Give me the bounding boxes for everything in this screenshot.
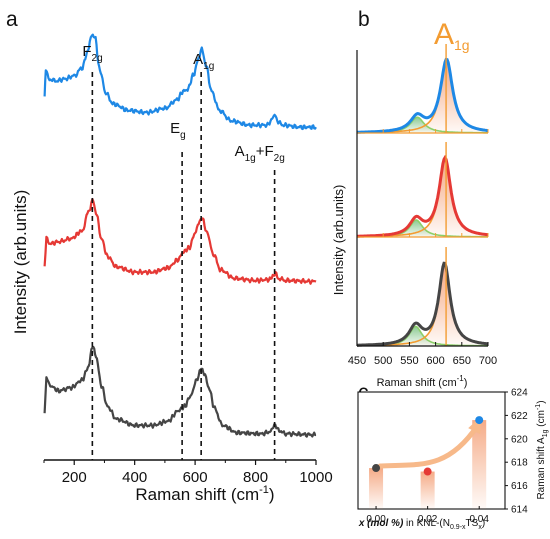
envelope-curve xyxy=(357,57,489,134)
panel-c-y-tick-label: 618 xyxy=(511,458,528,469)
panel-c-y-axis-label: Raman shift A1g (cm-1) xyxy=(535,400,549,499)
panel-b-x-tick-label: 650 xyxy=(453,355,471,367)
panel-letter-b: b xyxy=(358,8,370,31)
panel-a-x-axis-label: Raman shift (cm-1) xyxy=(135,484,274,504)
panel-a-x-tick-label: 200 xyxy=(62,469,87,486)
panel-letter-a: a xyxy=(6,8,18,31)
panel-c-x-tick-label: 0.02 xyxy=(418,514,438,525)
main-peak-curve xyxy=(357,263,489,347)
panel-b-subplot-3 xyxy=(356,247,489,347)
panel-b-subplot-2 xyxy=(356,142,489,238)
peak-label-1: F2g xyxy=(82,43,102,64)
data-point-2 xyxy=(423,467,432,476)
panel-c-y-tick-label: 620 xyxy=(511,434,528,445)
peak-label-3: A1g xyxy=(193,51,214,72)
panel-b-subplot-1 xyxy=(356,44,489,134)
panel-a-spectra: F2g Eg A1g A1g+F2g 200 400 600 800 1000 Intensi… xyxy=(11,33,333,504)
trend-arrow-shaft xyxy=(377,423,480,469)
side-peak-fill xyxy=(357,326,488,346)
point-column-1 xyxy=(369,468,384,509)
side-peak-fill xyxy=(357,117,488,133)
main-peak-fill xyxy=(357,60,488,134)
panel-b-x-tick-label: 700 xyxy=(479,355,497,367)
panel-c-x-tick-label: 0.00 xyxy=(366,514,386,525)
main-peak-curve xyxy=(357,157,489,238)
panel-a-x-tick-label: 600 xyxy=(183,469,208,486)
panel-a-x-tick-label: 400 xyxy=(122,469,147,486)
panel-b-x-tick-label: 450 xyxy=(348,355,366,367)
point-column-2 xyxy=(420,471,435,509)
panel-c-x-axis-label: x (mol %) in KNL-(N0.9-xTSx) xyxy=(358,518,485,531)
panel-c-y-tick-label: 622 xyxy=(511,411,528,422)
data-point-1 xyxy=(372,464,381,473)
panel-b-x-axis-label: Raman shift (cm-1) xyxy=(377,374,468,389)
panel-a-x-tick-label: 1000 xyxy=(299,469,332,486)
panel-b-x-tick-label: 500 xyxy=(374,355,392,367)
panel-b-fits: 450 500 550 600 650 700 A1g Intensity (arb.un… xyxy=(331,18,497,389)
panel-b-title: A1g xyxy=(434,18,470,53)
panel-b-y-axis-label: Intensity (arb.units) xyxy=(331,185,346,296)
panel-a-x-tick-label: 800 xyxy=(243,469,268,486)
point-column-3 xyxy=(472,420,487,509)
envelope-curve xyxy=(357,261,489,347)
panel-c-scatter: 0.00 0.02 0.04 614 616 618 620 622 624 x (mol %)… xyxy=(357,388,549,531)
panel-b-x-tick-label: 600 xyxy=(426,355,444,367)
spectrum-series-3 xyxy=(43,345,317,438)
envelope-curve xyxy=(357,154,489,238)
spectrum-series-2 xyxy=(43,197,317,285)
panel-c-y-tick-label: 624 xyxy=(511,388,528,399)
panel-c-x-tick-label: 0.04 xyxy=(469,514,489,525)
panel-a-y-axis-label: Intensity (arb.units) xyxy=(11,190,30,335)
data-point-3 xyxy=(475,416,484,425)
spectrum-series-1 xyxy=(43,33,317,131)
peak-label-4: A1g+F2g xyxy=(235,143,285,164)
panel-c-y-tick-label: 616 xyxy=(511,481,528,492)
side-peak-fill xyxy=(357,220,488,237)
peak-label-2: Eg xyxy=(170,120,186,141)
panel-b-x-tick-label: 550 xyxy=(400,355,418,367)
main-peak-fill xyxy=(357,158,488,237)
panel-c-y-tick-label: 614 xyxy=(511,505,528,516)
